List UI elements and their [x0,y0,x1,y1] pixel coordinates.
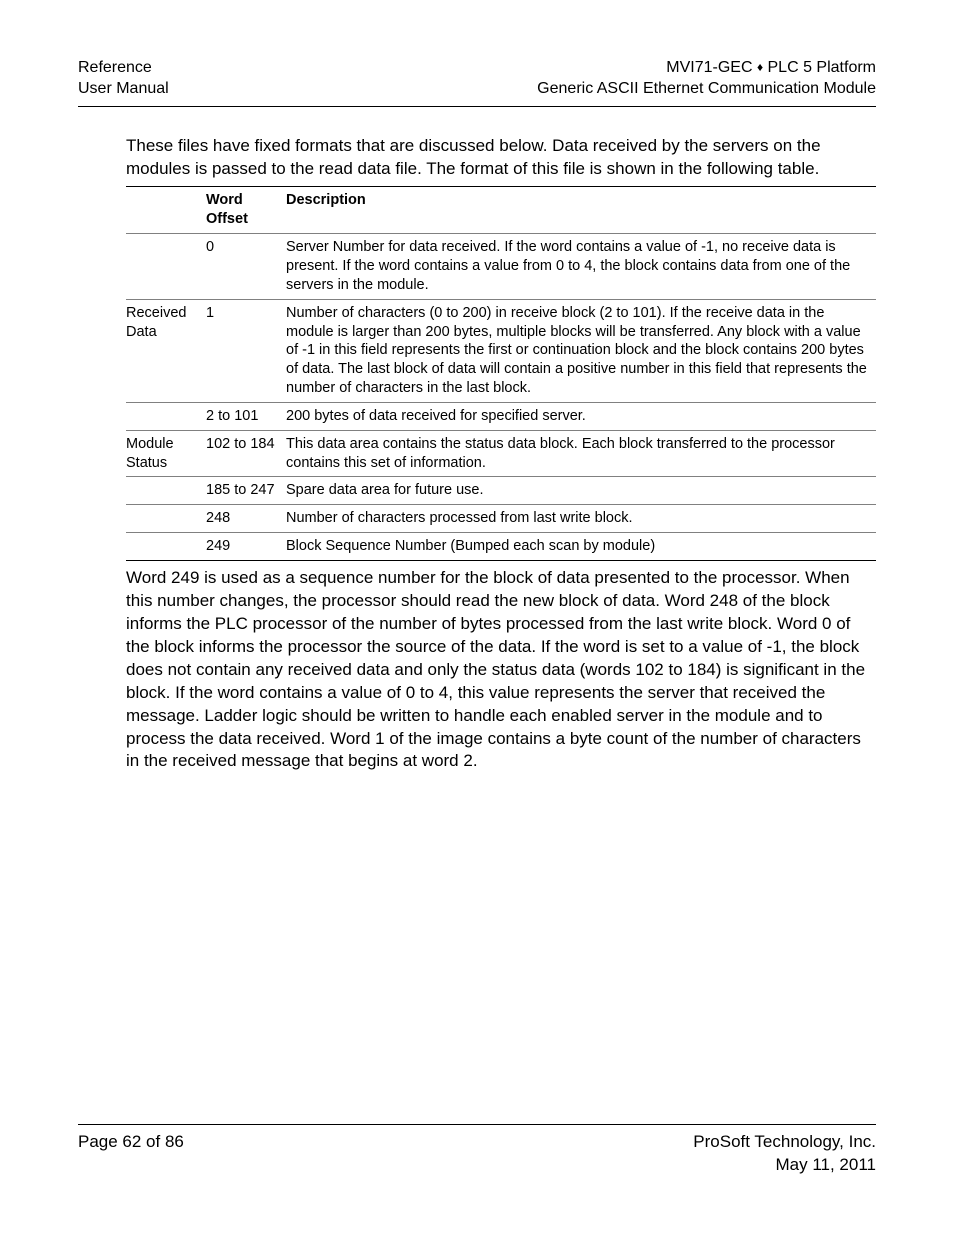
row-label: Received Data [126,299,206,402]
row-desc: Number of characters (0 to 200) in recei… [286,299,876,402]
row-offset: 1 [206,299,286,402]
row-desc: Spare data area for future use. [286,477,876,505]
table-row: 249 Block Sequence Number (Bumped each s… [126,533,876,561]
row-label: Module Status [126,430,206,477]
data-file-table: Word Offset Description 0 Server Number … [126,186,876,561]
row-offset: 249 [206,533,286,561]
intro-paragraph: These files have fixed formats that are … [126,135,876,181]
page-header: Reference User Manual MVI71-GEC ♦ PLC 5 … [78,58,876,107]
table-row: 248 Number of characters processed from … [126,505,876,533]
row-offset: 0 [206,234,286,300]
row-desc: This data area contains the status data … [286,430,876,477]
table-body: 0 Server Number for data received. If th… [126,234,876,561]
header-left-line1: Reference [78,58,169,79]
header-left-line2: User Manual [78,79,169,100]
row-label [126,533,206,561]
row-offset: 185 to 247 [206,477,286,505]
table-row: 2 to 101 200 bytes of data received for … [126,402,876,430]
header-right-line1: MVI71-GEC ♦ PLC 5 Platform [537,58,876,79]
table-row: 0 Server Number for data received. If th… [126,234,876,300]
footer-page: Page 62 of 86 [78,1131,184,1154]
table-row: 185 to 247 Spare data area for future us… [126,477,876,505]
table-header-row: Word Offset Description [126,187,876,234]
table-header-blank [126,187,206,234]
page-content: These files have fixed formats that are … [78,135,876,774]
row-label [126,402,206,430]
table-row: Module Status 102 to 184 This data area … [126,430,876,477]
row-offset: 248 [206,505,286,533]
footer-company: ProSoft Technology, Inc. [693,1131,876,1154]
row-offset: 2 to 101 [206,402,286,430]
row-desc: 200 bytes of data received for specified… [286,402,876,430]
header-platform: PLC 5 Platform [763,59,876,76]
header-left: Reference User Manual [78,58,169,100]
footer-right: ProSoft Technology, Inc. May 11, 2011 [693,1131,876,1177]
table-row: Received Data 1 Number of characters (0 … [126,299,876,402]
footer-date: May 11, 2011 [693,1154,876,1177]
page-footer: Page 62 of 86 ProSoft Technology, Inc. M… [78,1124,876,1177]
table-header-desc: Description [286,187,876,234]
post-paragraph: Word 249 is used as a sequence number fo… [126,567,876,773]
row-desc: Number of characters processed from last… [286,505,876,533]
row-label [126,477,206,505]
footer-left: Page 62 of 86 [78,1131,184,1177]
header-right: MVI71-GEC ♦ PLC 5 Platform Generic ASCII… [537,58,876,100]
row-label [126,234,206,300]
row-label [126,505,206,533]
row-desc: Block Sequence Number (Bumped each scan … [286,533,876,561]
row-desc: Server Number for data received. If the … [286,234,876,300]
header-right-line2: Generic ASCII Ethernet Communication Mod… [537,79,876,100]
table-header-offset: Word Offset [206,187,286,234]
row-offset: 102 to 184 [206,430,286,477]
header-product: MVI71-GEC [666,59,757,76]
